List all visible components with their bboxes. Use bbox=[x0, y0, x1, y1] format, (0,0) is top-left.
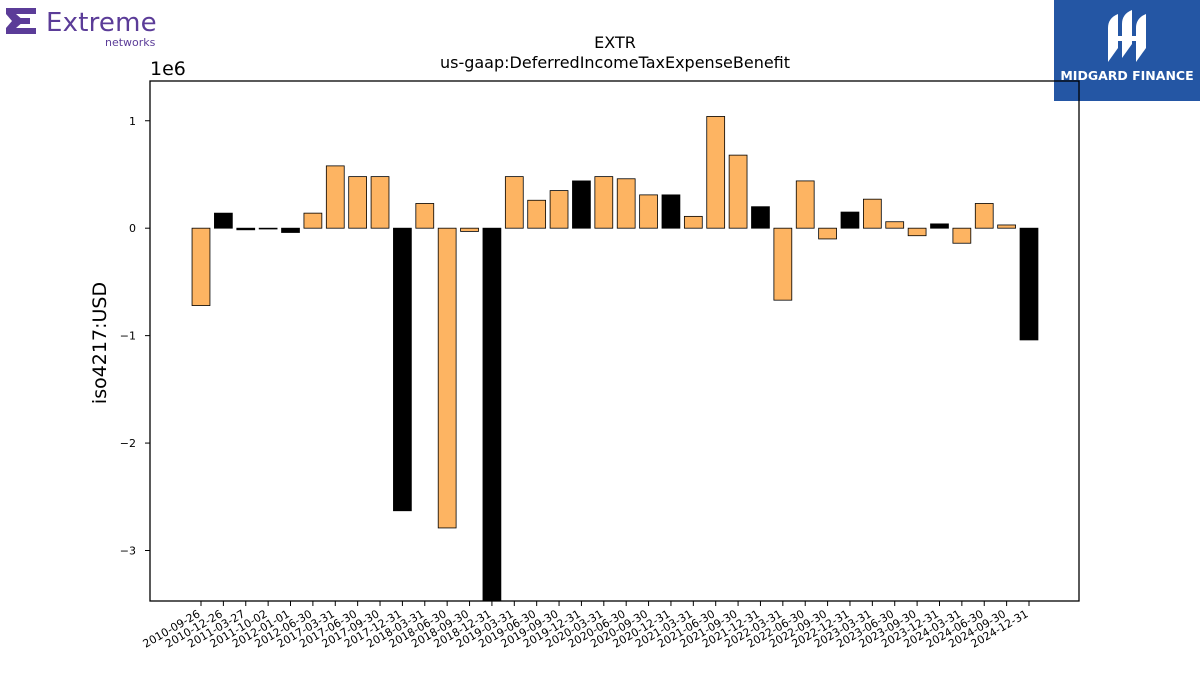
bar bbox=[818, 227, 837, 240]
y-axis-ticks: 1 0 −1 −2 −3 bbox=[120, 115, 150, 558]
chart-title: EXTR bbox=[594, 33, 636, 52]
extreme-networks-logo: Extreme networks bbox=[4, 4, 174, 49]
bar bbox=[594, 176, 614, 229]
x-axis-ticks: 2010-09-262010-12-262011-03-272011-10-02… bbox=[141, 601, 1031, 651]
bar bbox=[258, 227, 278, 230]
y-tick-label: 0 bbox=[129, 222, 136, 235]
bar bbox=[751, 206, 770, 229]
bar bbox=[415, 203, 435, 229]
bar bbox=[370, 176, 390, 229]
bar bbox=[1019, 227, 1039, 341]
midgard-finance-logo: MIDGARD FINANCE bbox=[1054, 0, 1200, 101]
y-tick-label: −1 bbox=[120, 330, 136, 343]
bar bbox=[840, 211, 860, 229]
y-tick-label: −2 bbox=[120, 437, 136, 450]
bar bbox=[773, 227, 793, 301]
bar bbox=[460, 227, 479, 232]
bar bbox=[661, 194, 681, 229]
bar-series bbox=[191, 116, 1039, 602]
bar bbox=[706, 116, 726, 229]
y-tick-label: 1 bbox=[129, 115, 136, 128]
extreme-logo-icon bbox=[6, 8, 36, 34]
bar bbox=[795, 180, 815, 229]
y-axis-label: iso4217:USD bbox=[89, 282, 111, 404]
y-tick-label: −3 bbox=[120, 545, 136, 558]
bar bbox=[616, 178, 636, 229]
bar bbox=[952, 227, 972, 244]
bar bbox=[974, 203, 994, 229]
bar bbox=[527, 199, 547, 229]
bar bbox=[348, 176, 368, 229]
bar bbox=[191, 227, 211, 306]
bar bbox=[907, 227, 927, 237]
chart-subtitle: us-gaap:DeferredIncomeTaxExpenseBenefit bbox=[440, 53, 790, 72]
bar bbox=[549, 190, 569, 229]
bar bbox=[683, 215, 703, 229]
bar bbox=[504, 176, 524, 229]
bar bbox=[214, 212, 233, 229]
bar bbox=[325, 165, 345, 229]
midgard-brand-text: MIDGARD FINANCE bbox=[1060, 68, 1194, 83]
y-scale-label: 1e6 bbox=[150, 58, 186, 80]
bar bbox=[281, 227, 300, 233]
midgard-logo-icon bbox=[1108, 10, 1146, 62]
bar bbox=[639, 194, 658, 229]
bar bbox=[728, 154, 748, 229]
bar bbox=[236, 227, 256, 231]
bar bbox=[303, 212, 323, 229]
bar bbox=[863, 198, 882, 229]
bar bbox=[997, 224, 1016, 229]
extreme-brand-text: Extreme bbox=[46, 8, 157, 38]
bar bbox=[885, 221, 905, 229]
bar bbox=[482, 227, 502, 602]
bar bbox=[437, 227, 457, 529]
bar bbox=[572, 180, 591, 229]
plot-frame bbox=[149, 80, 1080, 602]
bar bbox=[393, 227, 412, 512]
bar bbox=[930, 223, 949, 229]
extreme-sub-text: networks bbox=[105, 36, 156, 49]
